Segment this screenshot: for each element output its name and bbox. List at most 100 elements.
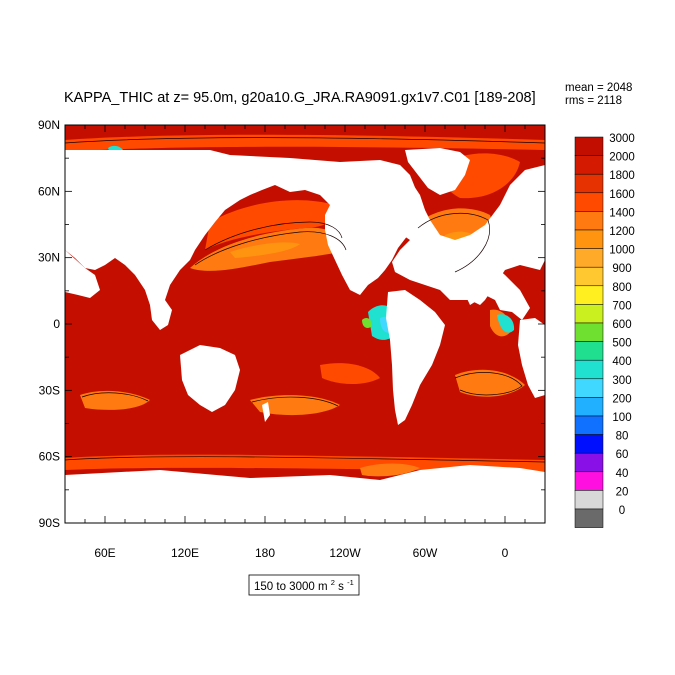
land-south-america [386, 290, 445, 425]
south-pacific-band-2 [320, 363, 380, 384]
land-se-asia [150, 300, 172, 330]
x-tick-label: 180 [255, 546, 275, 560]
contour-atlantic [417, 212, 490, 273]
peru-green-patch [362, 318, 372, 328]
colorbar-label: 60 [616, 449, 629, 461]
contour-southern [65, 456, 545, 463]
y-tick-label: 60N [38, 184, 60, 198]
north-pacific-red [205, 200, 337, 250]
colorbar-swatch [574, 136, 604, 156]
colorbar-label: 80 [616, 431, 629, 443]
land-india-arabia [65, 250, 100, 298]
x-tick-label: 60E [94, 546, 115, 560]
contour-north-pacific [194, 231, 347, 266]
units-label-text: 150 to 3000 m 2 s -1 [254, 576, 354, 593]
colorbar-swatch [574, 490, 604, 510]
y-tick-label: 60S [39, 450, 60, 464]
colorbar-swatch [574, 341, 604, 361]
colorbar-swatch [574, 434, 604, 454]
colorbar-swatch [574, 415, 604, 435]
contour-south-atlantic [454, 372, 523, 396]
x-tick-label: 60W [413, 546, 438, 560]
y-tick-label: 90S [39, 516, 60, 530]
plot-area [65, 125, 545, 523]
colorbar-label: 1800 [609, 170, 635, 182]
land-greenland [405, 148, 470, 195]
colorbar-label: 200 [612, 393, 631, 405]
colorbar-swatch [574, 508, 604, 528]
colorbar-label: 20 [616, 486, 629, 498]
x-tick-label: 120E [171, 546, 199, 560]
colorbar-swatch [574, 248, 604, 268]
southern-ocean-band [65, 454, 545, 472]
land-antarctica [65, 465, 545, 523]
colorbar-label: 500 [612, 338, 631, 350]
colorbar-swatch [574, 452, 604, 473]
y-tick-label: 0 [53, 317, 60, 331]
colorbar-label: 0 [619, 505, 625, 517]
land-masses [65, 148, 545, 523]
colorbar-label: 1000 [609, 245, 635, 257]
colorbar-label: 1200 [609, 226, 635, 238]
colorbar: 3000200018001600140012001000900800700600… [574, 133, 635, 528]
y-tick-label: 30N [38, 251, 60, 265]
rms-stat: rms = 2118 [565, 95, 622, 107]
colorbar-swatch [574, 192, 604, 212]
colorbar-label: 300 [612, 375, 631, 387]
y-tick-label: 90N [38, 118, 60, 132]
arctic-band [65, 134, 545, 152]
colorbar-label: 700 [612, 300, 631, 312]
land-new-zealand [262, 402, 270, 422]
guinea-cyan-patch [497, 314, 515, 333]
contour-south-pacific [251, 396, 339, 407]
colorbar-label: 40 [616, 468, 629, 480]
units-mid: s [338, 581, 344, 593]
range-text: 150 to 3000 [254, 581, 315, 593]
colorbar-label: 800 [612, 282, 631, 294]
land-africa [450, 258, 530, 320]
colorbar-swatch [574, 285, 604, 305]
chart-title: KAPPA_THIC at z= 95.0m, g20a10.G_JRA.RA9… [64, 90, 536, 106]
y-tick-label: 30S [39, 383, 60, 397]
colorbar-swatch [574, 359, 604, 380]
x-axis: 60E 120E 180 120W 60W 0 [64, 125, 546, 560]
colorbar-label: 600 [612, 319, 631, 331]
mean-stat: mean = 2048 [565, 82, 632, 94]
colorbar-swatch [574, 322, 604, 342]
colorbar-label: 2000 [609, 152, 635, 164]
land-north-america [325, 170, 425, 295]
land-eurasia [65, 150, 545, 310]
colorbar-label: 900 [612, 263, 631, 275]
colorbar-swatch [574, 378, 604, 398]
colorbar-swatch [574, 266, 604, 287]
north-pacific-band-inner [230, 242, 300, 258]
contour-north-pacific-2 [204, 221, 343, 251]
colorbar-swatch [574, 155, 604, 175]
land-africa-south [518, 318, 545, 398]
colorbar-label: 1400 [609, 207, 635, 219]
colorbar-label: 100 [612, 412, 631, 424]
colorbar-swatch [574, 229, 604, 249]
colorbar-swatch [574, 173, 604, 194]
land-australia [180, 345, 240, 412]
contour-lines [65, 137, 545, 463]
units-label-box [248, 574, 360, 596]
colorbar-swatch [574, 471, 604, 491]
units-exp2: -1 [347, 578, 354, 587]
x-tick-label: 120W [329, 546, 361, 560]
south-pacific-band [250, 395, 340, 416]
colorbar-swatch [574, 211, 604, 231]
colorbar-label: 400 [612, 356, 631, 368]
colorbar-swatch [574, 304, 604, 324]
units-label: 150 to 3000 m 2 s -1 [248, 574, 360, 596]
antarctic-coastal-band [360, 463, 420, 477]
x-tick-label: 0 [502, 546, 509, 560]
contour-indian [81, 392, 149, 402]
y-axis: 90N 60N 30N 0 30S 60S 90S [38, 118, 545, 530]
units-exp1: 2 [331, 578, 335, 587]
units-base: m [318, 581, 328, 593]
contour-arctic [65, 137, 545, 144]
colorbar-label: 3000 [609, 133, 635, 145]
colorbar-label: 1600 [609, 189, 635, 201]
